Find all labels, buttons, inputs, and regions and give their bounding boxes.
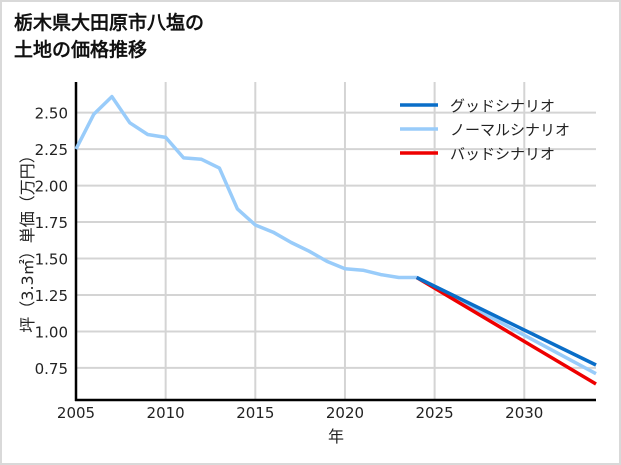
chart-title-line-2: 土地の価格推移: [14, 39, 148, 61]
y-axis-label: 坪（3.3㎡）単価（万円）: [18, 147, 37, 333]
series-line-0: [415, 275, 597, 367]
y-tick-label: 1.00: [35, 323, 68, 341]
y-tick-label: 2.00: [35, 178, 68, 196]
series-line-2: [415, 275, 597, 386]
x-axis-label: 年: [327, 427, 345, 446]
y-tick-label: 2.25: [35, 141, 68, 159]
x-tick-label: 2010: [147, 404, 185, 422]
y-tick-label: 0.75: [35, 360, 68, 378]
chart-title-line-1: 栃木県大田原市八塩の: [14, 12, 205, 34]
chart-title: 栃木県大田原市八塩の 土地の価格推移: [14, 10, 204, 64]
series-line-1: [74, 94, 597, 376]
x-tick-label: 2005: [57, 404, 95, 422]
y-tick-label: 2.50: [35, 105, 68, 123]
x-tick-label: 2015: [236, 404, 274, 422]
legend-label: ノーマルシナリオ: [450, 121, 570, 139]
x-tick-label: 2020: [326, 404, 364, 422]
y-tick-label: 1.50: [35, 251, 68, 269]
legend-label: グッドシナリオ: [450, 97, 555, 115]
legend-label: バッドシナリオ: [450, 145, 555, 163]
y-tick-label: 1.25: [35, 287, 68, 305]
y-tick-label: 1.75: [35, 214, 68, 232]
x-tick-label: 2030: [505, 404, 543, 422]
x-tick-label: 2025: [416, 404, 454, 422]
